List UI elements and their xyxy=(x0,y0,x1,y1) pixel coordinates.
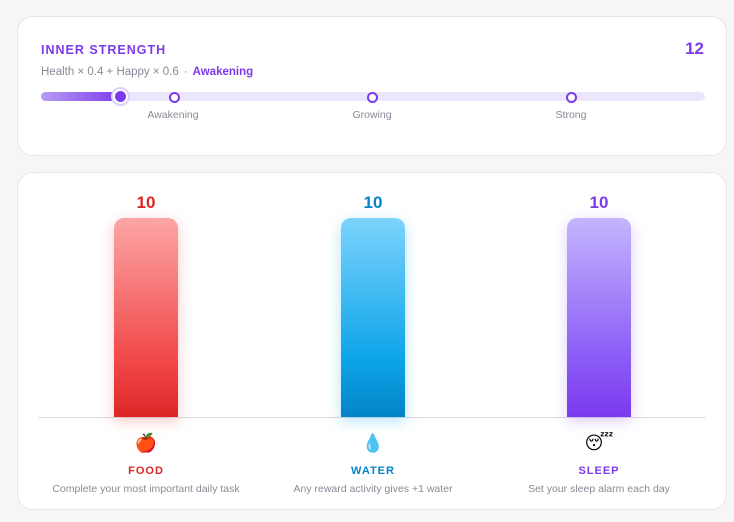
water-stat: 10 💧 WATER Any reward activity gives +1 … xyxy=(273,173,473,511)
food-stat: 10 🍎 FOOD Complete your most important d… xyxy=(46,173,246,511)
sleep-stat: 10 😴 SLEEP Set your sleep alarm each day xyxy=(499,173,699,511)
vital-stats-card: 10 🍎 FOOD Complete your most important d… xyxy=(17,172,727,510)
droplet-icon: 💧 xyxy=(361,433,385,453)
sleeping-face-icon: 😴 xyxy=(584,433,614,453)
strength-progress-fill xyxy=(41,92,121,101)
milestone-label-strong: Strong xyxy=(555,109,587,121)
food-description: Complete your most important daily task xyxy=(52,483,240,495)
strength-progress-thumb xyxy=(112,89,128,104)
milestone-label-awakening: Awakening xyxy=(147,109,199,121)
water-label: WATER xyxy=(351,465,395,477)
inner-strength-score: 12 xyxy=(685,39,704,58)
milestone-marker-growing xyxy=(367,92,378,103)
sleep-label: SLEEP xyxy=(578,465,620,477)
milestone-marker-awakening xyxy=(169,92,180,103)
water-description: Any reward activity gives +1 water xyxy=(293,483,453,495)
strength-formula: Health × 0.4 + Happy × 0.6 xyxy=(41,66,179,78)
sleep-description: Set your sleep alarm each day xyxy=(528,483,670,495)
food-value: 10 xyxy=(136,193,156,212)
strength-progress-track xyxy=(41,89,705,104)
water-bar xyxy=(341,218,405,417)
inner-strength-title: INNER STRENGTH xyxy=(41,43,167,57)
water-value: 10 xyxy=(363,193,383,212)
sleep-value: 10 xyxy=(589,193,609,212)
milestone-marker-strong xyxy=(566,92,577,103)
food-bar xyxy=(114,218,178,417)
milestone-label-growing: Growing xyxy=(352,109,392,121)
formula-separator: · xyxy=(183,66,188,78)
inner-strength-card: INNER STRENGTH 12 Health × 0.4 + Happy ×… xyxy=(17,16,727,156)
food-label: FOOD xyxy=(128,465,164,477)
current-stage: Awakening xyxy=(192,66,254,78)
chart-baseline xyxy=(38,417,706,418)
strength-formula-line: Health × 0.4 + Happy × 0.6 · Awakening xyxy=(41,66,253,78)
sleep-bar xyxy=(567,218,631,417)
apple-icon: 🍎 xyxy=(134,433,158,453)
